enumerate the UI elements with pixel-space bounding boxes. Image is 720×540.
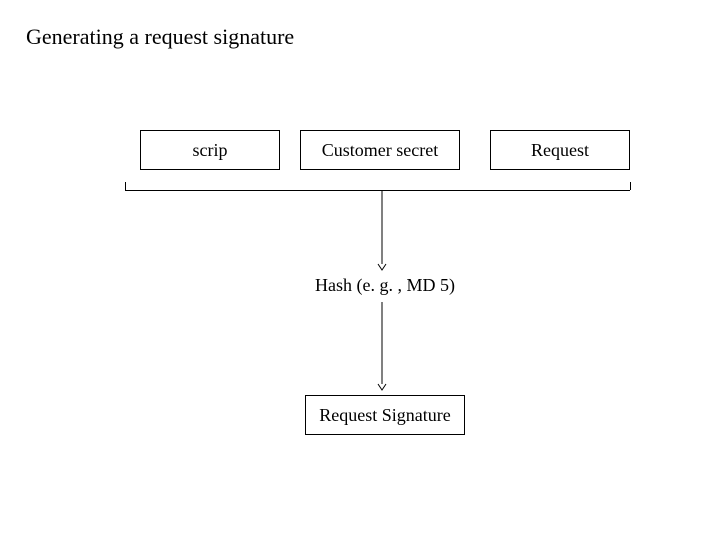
arrow-hash-to-signature — [377, 302, 387, 392]
diagram-canvas: Generating a request signature scrip Cus… — [0, 0, 720, 540]
node-customer-secret: Customer secret — [300, 130, 460, 170]
node-request: Request — [490, 130, 630, 170]
node-scrip-label: scrip — [193, 140, 228, 161]
node-request-signature-label: Request Signature — [319, 405, 450, 426]
node-hash: Hash (e. g. , MD 5) — [300, 275, 470, 296]
node-request-label: Request — [531, 140, 589, 161]
node-request-signature: Request Signature — [305, 395, 465, 435]
node-customer-secret-label: Customer secret — [322, 140, 438, 161]
bracket-right-drop — [630, 182, 631, 190]
bracket-left-drop — [125, 182, 126, 190]
diagram-title: Generating a request signature — [26, 24, 294, 50]
node-scrip: scrip — [140, 130, 280, 170]
arrow-inputs-to-hash — [377, 190, 387, 272]
